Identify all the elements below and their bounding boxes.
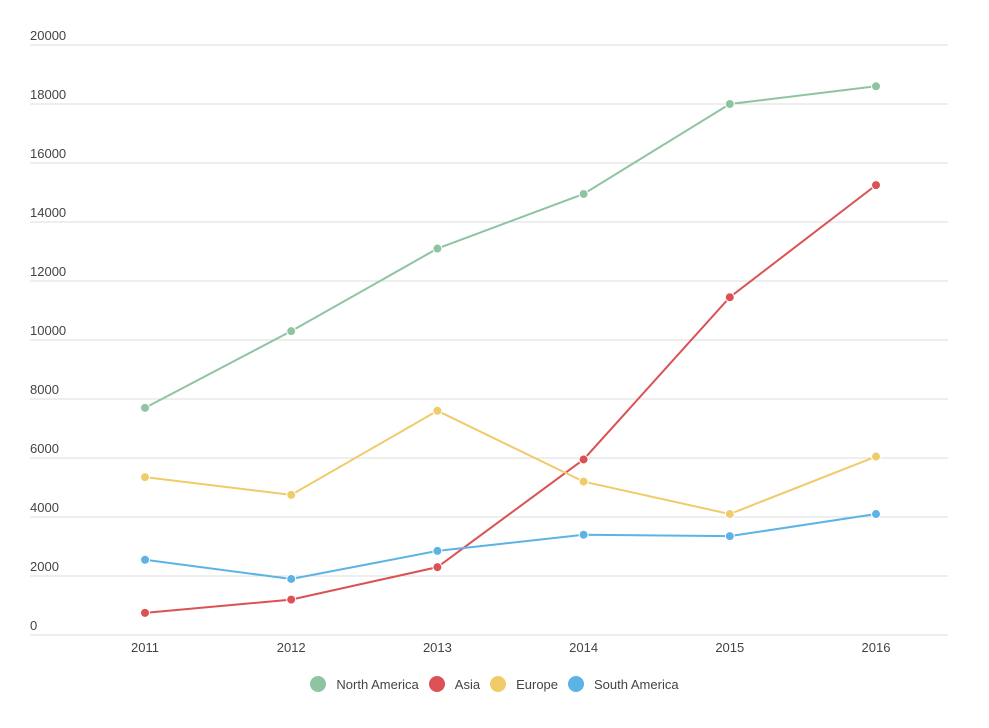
legend-item[interactable]: Europe bbox=[490, 676, 558, 692]
x-tick-label: 2012 bbox=[277, 640, 306, 655]
y-tick-label: 18000 bbox=[30, 87, 66, 102]
x-tick-label: 2011 bbox=[131, 640, 159, 655]
data-point[interactable] bbox=[724, 509, 735, 520]
legend-item[interactable]: South America bbox=[568, 676, 679, 692]
legend-swatch-icon bbox=[310, 676, 327, 692]
legend-swatch-icon bbox=[428, 676, 445, 692]
legend-label: North America bbox=[336, 676, 419, 692]
y-tick-label: 14000 bbox=[30, 205, 66, 220]
y-tick-label: 8000 bbox=[30, 382, 59, 397]
data-point[interactable] bbox=[871, 180, 881, 191]
x-tick-label: 2016 bbox=[862, 640, 891, 655]
y-tick-label: 2000 bbox=[30, 559, 59, 574]
series-lines bbox=[140, 81, 881, 618]
data-point[interactable] bbox=[140, 402, 150, 413]
data-point[interactable] bbox=[286, 594, 297, 605]
x-tick-label: 2014 bbox=[569, 640, 598, 655]
legend: North America Asia Europe South America bbox=[0, 676, 989, 692]
data-point[interactable] bbox=[578, 188, 589, 199]
data-point[interactable] bbox=[724, 292, 735, 303]
series-south-america bbox=[140, 509, 881, 584]
data-point[interactable] bbox=[286, 489, 297, 500]
legend-swatch-icon bbox=[490, 676, 507, 692]
y-tick-label: 6000 bbox=[30, 441, 59, 456]
data-point[interactable] bbox=[286, 326, 297, 337]
data-point[interactable] bbox=[871, 81, 881, 92]
data-point[interactable] bbox=[432, 562, 443, 573]
gridlines bbox=[30, 44, 948, 636]
series-line bbox=[144, 513, 877, 580]
y-tick-label: 12000 bbox=[30, 264, 66, 279]
data-point[interactable] bbox=[724, 99, 735, 109]
x-tick-label: 2015 bbox=[715, 640, 744, 655]
data-point[interactable] bbox=[140, 554, 150, 565]
y-tick-label: 16000 bbox=[30, 146, 66, 161]
data-point[interactable] bbox=[871, 451, 881, 462]
data-point[interactable] bbox=[578, 476, 589, 487]
series-asia bbox=[140, 180, 881, 618]
legend-swatch-icon bbox=[568, 676, 585, 692]
series-line bbox=[144, 409, 877, 516]
data-point[interactable] bbox=[432, 405, 443, 416]
legend-label: South America bbox=[594, 676, 679, 692]
y-tick-label: 4000 bbox=[30, 500, 59, 515]
legend-label: Europe bbox=[516, 676, 559, 692]
data-point[interactable] bbox=[578, 529, 589, 540]
data-point[interactable] bbox=[286, 573, 297, 584]
legend-item[interactable]: Asia bbox=[428, 676, 481, 692]
y-tick-label: 20000 bbox=[30, 28, 66, 43]
data-point[interactable] bbox=[724, 531, 735, 542]
y-tick-label: 0 bbox=[30, 618, 37, 633]
x-tick-label: 2013 bbox=[423, 640, 452, 655]
series-europe bbox=[140, 405, 881, 520]
data-point[interactable] bbox=[871, 509, 881, 520]
data-point[interactable] bbox=[578, 454, 589, 465]
data-point[interactable] bbox=[140, 472, 150, 483]
y-tick-label: 10000 bbox=[30, 323, 66, 338]
legend-item[interactable]: North America bbox=[310, 676, 419, 692]
data-point[interactable] bbox=[140, 607, 150, 618]
series-line bbox=[144, 184, 877, 614]
series-line bbox=[144, 85, 877, 409]
data-point[interactable] bbox=[432, 545, 443, 556]
data-point[interactable] bbox=[432, 243, 443, 254]
x-axis-ticks: 2011 2012 2013 2014 2015 2016 bbox=[131, 640, 890, 655]
y-axis-ticks: 0 2000 4000 6000 8000 10000 12000 14000 16000 180… bbox=[30, 28, 66, 633]
legend-label: Asia bbox=[454, 676, 481, 692]
series-north-america bbox=[140, 81, 881, 413]
